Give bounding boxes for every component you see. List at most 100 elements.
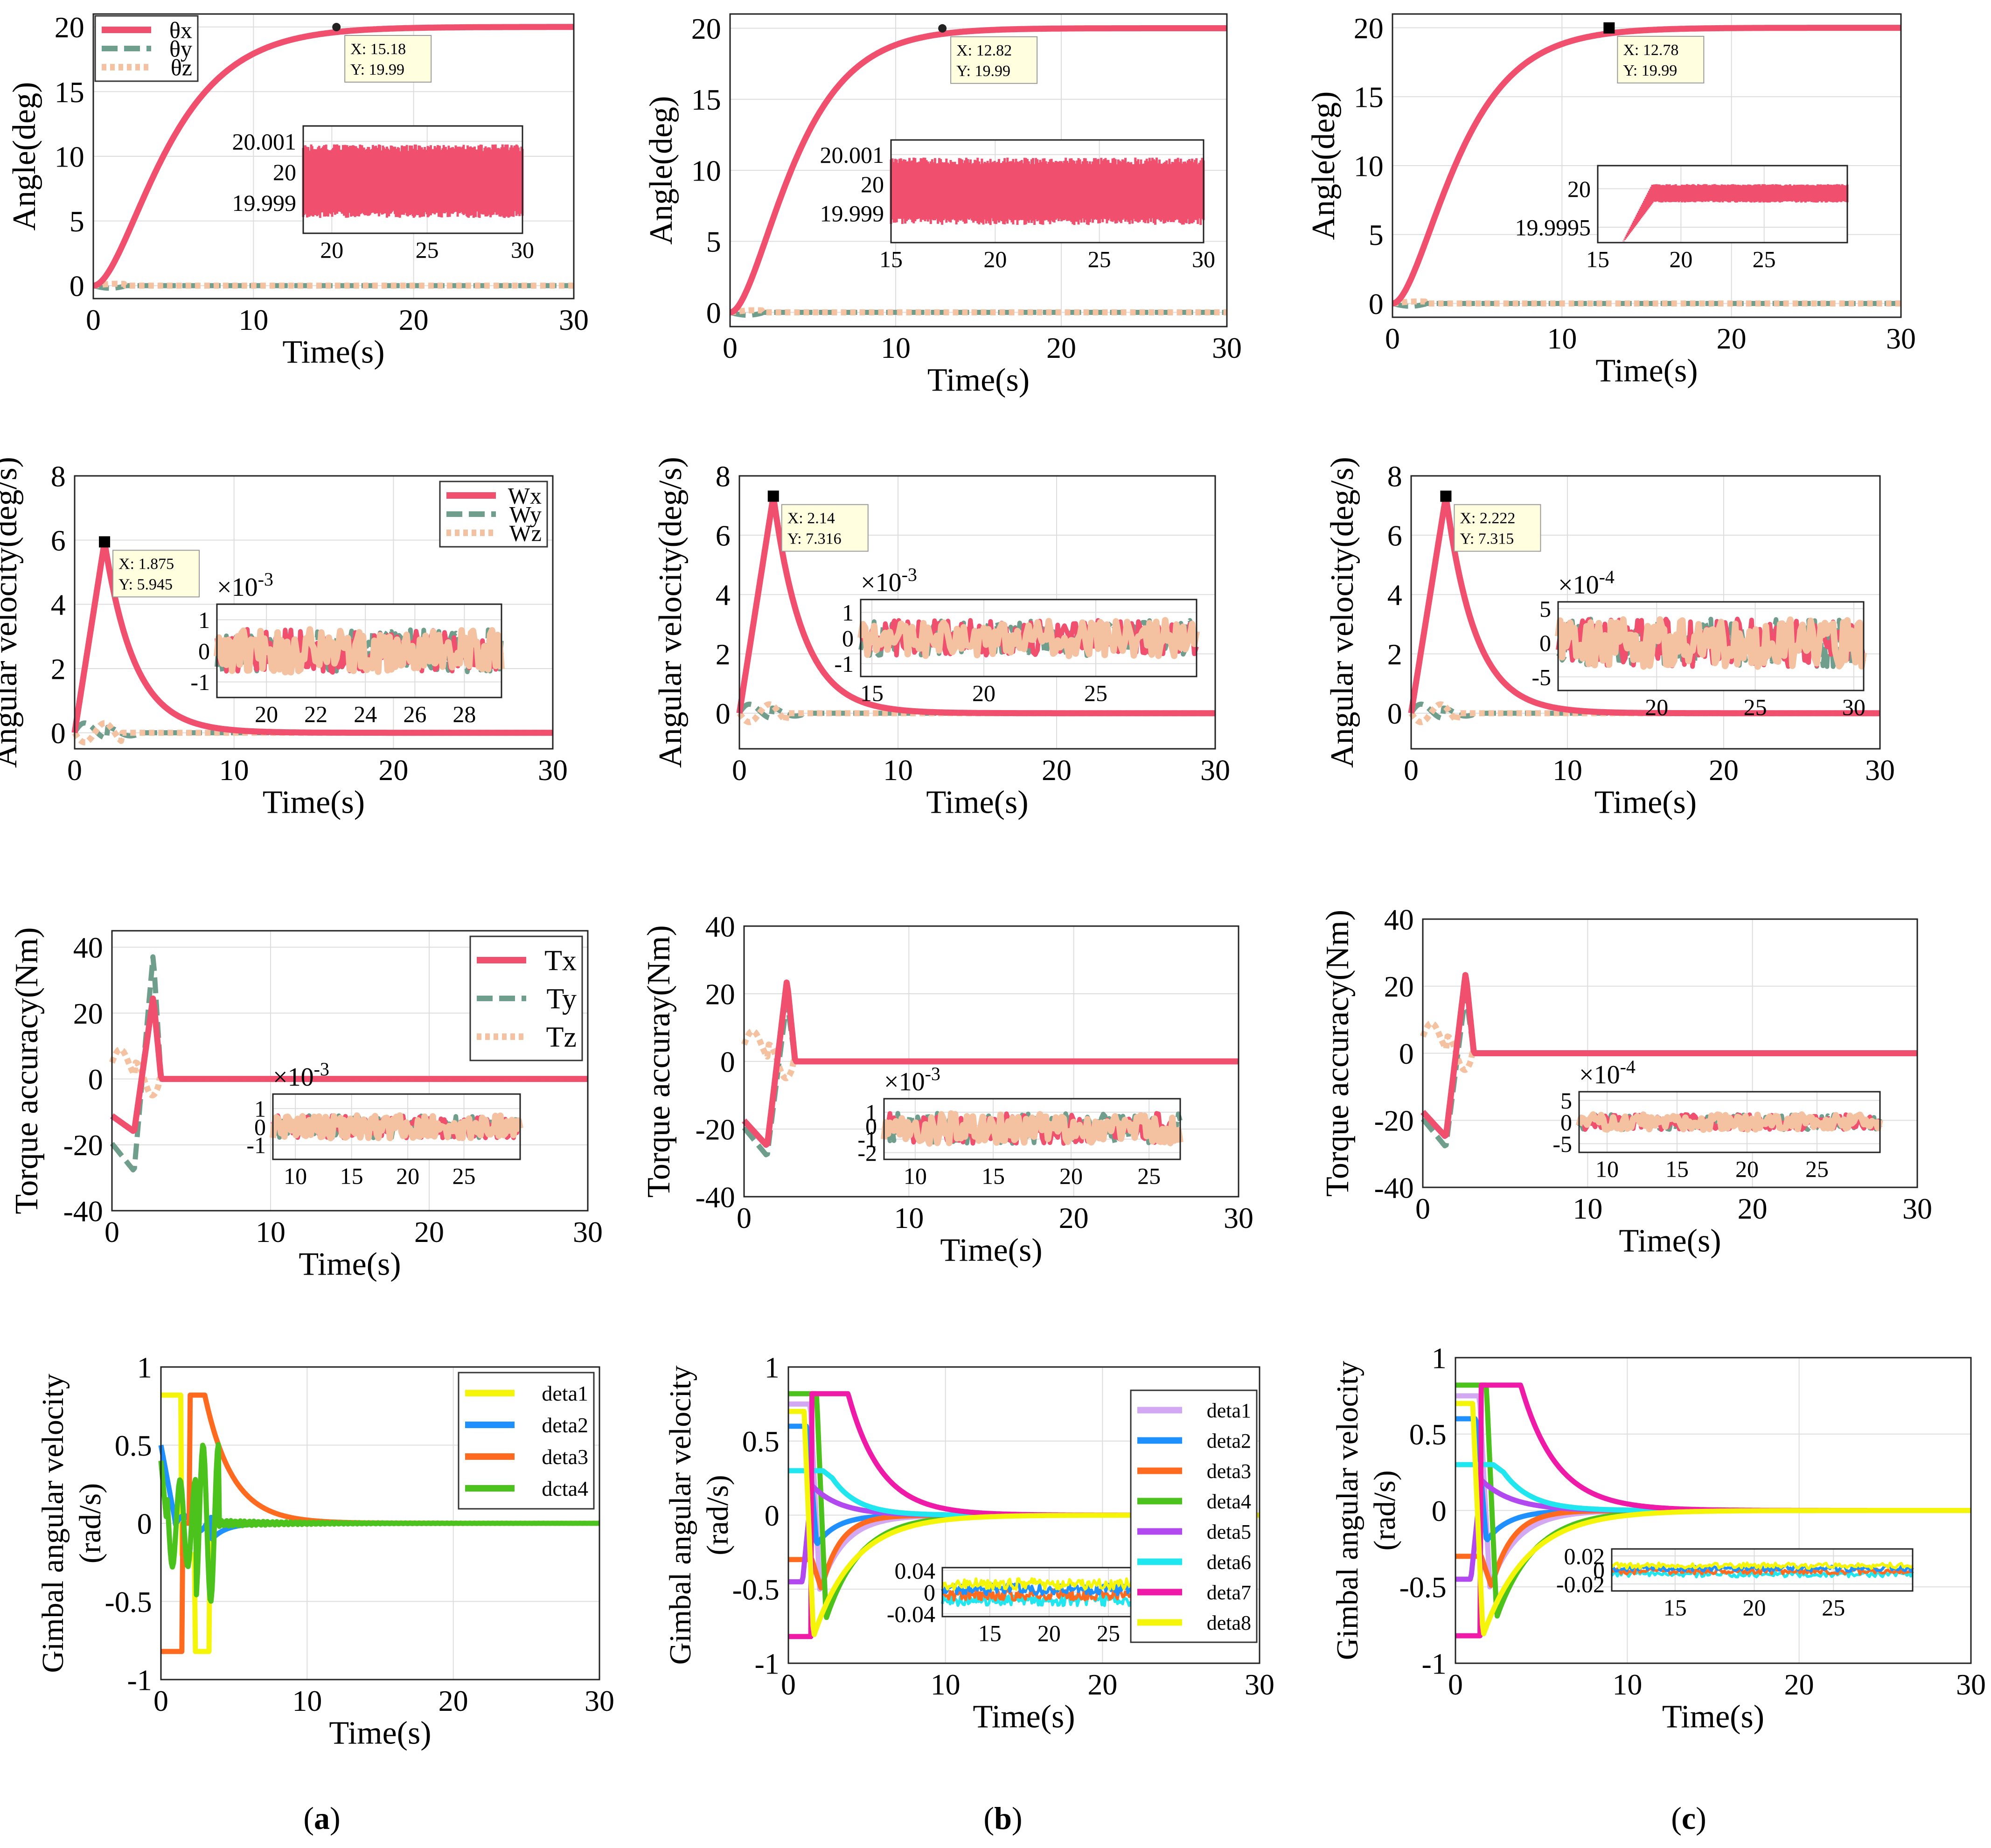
caption-b: (b) [983,1800,1022,1836]
c2-xtick-label-3: 30 [1865,753,1895,787]
c4-inset-noise-3 [1610,1562,1914,1570]
a4-xlabel: Time(s) [329,1716,431,1751]
b1-inset-xtick-label-3: 30 [1192,246,1215,272]
b4-legend-label-1: deta2 [1207,1430,1251,1452]
a2-series-Wx [71,543,555,736]
a2-ytick-label-4: 8 [51,460,66,493]
a3-inset-ytick-label-2: 1 [254,1096,266,1122]
c2-inset: 20 25 30-505×10-4 [1532,566,1867,720]
b3-ytick-label-1: -20 [695,1113,735,1146]
a3-inset-xtick-label-3: 25 [452,1163,476,1189]
b4-inset-xtick-label-1: 20 [1037,1620,1061,1646]
b3-inset-ytick-label-3: 1 [865,1099,877,1125]
a4-legend-label-3: dcta4 [542,1477,588,1500]
b2-xtick-label-2: 20 [1042,753,1072,787]
a3-inset-xtick-label-0: 10 [284,1163,307,1189]
a2-datatip-marker [99,536,111,548]
c3-ylabel: Torque accuracy(Nm) [1320,910,1356,1197]
a1-xtick-label-2: 20 [399,303,429,336]
a1-xtick-label-1: 10 [238,303,268,336]
b2-datatip: X: 2.14 Y: 7.316 [767,490,869,552]
c2-ytick-label-0: 0 [1387,697,1402,730]
b2-axes-frame [738,475,1216,750]
c1-axes-frame [1392,13,1902,318]
b4-ytick-label-2: 0 [765,1499,780,1532]
a4-ylabel2: (rad/s) [73,1483,107,1563]
b1-datatip: X: 12.82 Y: 19.99 [938,24,1038,84]
b1-datatip-box [950,36,1038,84]
c4-inset-axes-frame [1611,1548,1914,1592]
c2-xtick-label-1: 10 [1552,753,1582,787]
b4-ytick-label-3: 0.5 [742,1425,780,1458]
b1-ytick-label-2: 10 [691,154,721,187]
c4-ytick-label-4: 1 [1432,1341,1447,1374]
a2-inset-xtick-label-2: 24 [354,701,377,727]
c1-inset-plot-area [1598,166,1847,243]
a2-legend-label-2: Wz [509,520,542,546]
a2-inset-noise-z [214,626,505,676]
c1-datatip-x: X: 12.78 [1623,42,1678,59]
c3-inset-xtick-label-0: 10 [1595,1156,1619,1182]
a4-ytick-label-4: 1 [137,1351,152,1384]
b2-ytick-label-0: 0 [716,697,731,730]
a3-inset-xtick-label-1: 15 [340,1163,363,1189]
a1-datatip-x: X: 15.18 [350,41,406,58]
c4-ytick-label-3: 0.5 [1409,1418,1447,1451]
c3-inset: 10 15 20 25-505×10-4 [1552,1056,1883,1182]
c4-ytick-label-2: 0 [1432,1494,1447,1527]
a3-ytick-label-4: 40 [73,931,103,964]
a1-series-θy [92,283,575,291]
c3-inset-xtick-label-1: 15 [1665,1156,1689,1182]
a1-axes-frame [92,13,575,300]
a1-series-θz [91,280,576,289]
b1-inset-axes-frame [890,139,1204,244]
a3-inset-ytick-label-0: -1 [246,1132,266,1158]
a3-inset: 10 15 20 25-101×10-3 [246,1059,523,1189]
b4-ytick-label-1: -0.5 [732,1573,779,1606]
b4-legend: deta1 deta2 deta3 deta4 deta5 deta6 deta7 deta8 [1130,1389,1258,1643]
c2-ytick-label-4: 8 [1387,460,1402,493]
c2-inset-exponent-power: -4 [1599,566,1615,587]
c3-xtick-label-3: 30 [1902,1192,1932,1225]
a1-legend-label-0: θx [169,17,192,43]
chart-a4: 0 10 20 30 -1 -0.5 0 0.5 1 deta1 deta2 deta3 dcta4 Ti… [36,1351,614,1751]
a1-inset-ytick-label-0: 19.999 [232,190,297,216]
b2-inset: 15 20 25-101×10-3 [834,564,1200,706]
a3-inset-ytick-label-1: 0 [254,1114,266,1140]
a3-xlabel: Time(s) [299,1247,401,1283]
c4-inset-xtick-label-1: 20 [1743,1595,1766,1621]
b2-inset-ytick-label-2: 1 [842,600,854,626]
b1-xtick-label-3: 30 [1212,331,1242,364]
b4-inset-ytick-label-0: -0.04 [887,1601,935,1627]
b2-series-Wx [736,496,1217,717]
a1-ytick-label-0: 0 [70,270,84,303]
a1-inset-axes-frame [302,125,523,234]
b2-ytick-label-1: 2 [716,638,731,671]
b4-inset-ytick-label-1: 0 [924,1579,935,1605]
c3-ytick-label-1: -20 [1374,1104,1413,1137]
a1-ytick-label-1: 5 [70,205,84,238]
c4-series-deta8 [1454,1401,1972,1637]
b4-inset-xtick-label-0: 15 [978,1620,1002,1646]
b1-xtick-label-1: 10 [881,331,911,364]
a2-inset-xtick-label-4: 28 [452,701,476,727]
a1-xtick-label-3: 30 [559,303,589,336]
a2-xtick-label-0: 0 [67,753,82,787]
a4-legend-label-2: deta3 [542,1445,588,1469]
b2-inset-xtick-label-1: 20 [972,680,996,706]
a1-legend-label-2: θz [171,55,192,81]
c4-xlabel: Time(s) [1662,1699,1764,1735]
b1-inset-ytick-label-2: 20.001 [820,142,884,168]
c1-xlabel: Time(s) [1595,353,1698,389]
b1-inset-ytick-label-0: 19.999 [820,201,884,227]
c2-xtick-label-2: 20 [1709,753,1739,787]
c3-ytick-label-0: -40 [1374,1171,1413,1204]
c2-ytick-label-3: 6 [1387,519,1402,552]
a1-datatip-box [344,35,432,83]
a3-xtick-label-2: 20 [414,1215,444,1248]
a3-inset-xtick-label-2: 20 [396,1163,419,1189]
a1-inset-ytick-label-1: 20 [273,159,296,185]
a2-xtick-label-3: 30 [538,753,568,787]
b2-ytick-label-4: 8 [716,460,731,493]
